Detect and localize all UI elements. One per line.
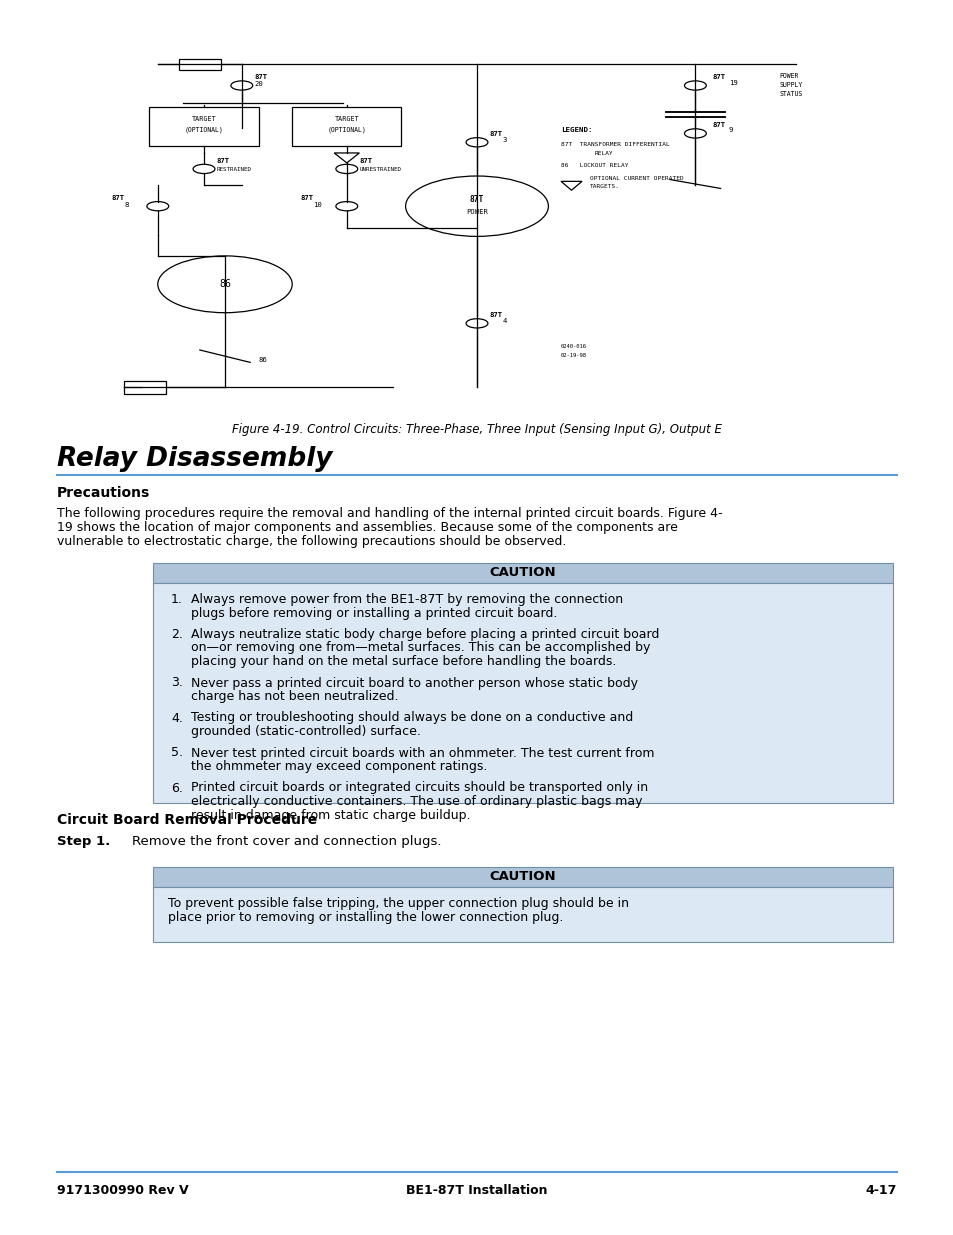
FancyBboxPatch shape (152, 887, 892, 942)
Text: 02-19-98: 02-19-98 (560, 353, 586, 358)
Text: Always remove power from the BE1-87T by removing the connection: Always remove power from the BE1-87T by … (191, 593, 622, 606)
Text: 6.: 6. (171, 782, 183, 794)
Text: RESTRAINED: RESTRAINED (216, 167, 252, 172)
Text: 10: 10 (313, 201, 321, 207)
Text: 8: 8 (124, 201, 129, 207)
Text: grounded (static-controlled) surface.: grounded (static-controlled) surface. (191, 725, 420, 739)
Text: Never pass a printed circuit board to another person whose static body: Never pass a printed circuit board to an… (191, 677, 638, 689)
Text: result in damage from static charge buildup.: result in damage from static charge buil… (191, 809, 470, 821)
Text: TARGET: TARGET (335, 116, 358, 122)
Text: (OPTIONAL): (OPTIONAL) (185, 127, 223, 133)
FancyBboxPatch shape (178, 59, 220, 69)
Text: STATUS: STATUS (779, 91, 801, 98)
Text: BE1-87T Installation: BE1-87T Installation (406, 1184, 547, 1198)
Text: 86: 86 (258, 357, 267, 363)
Text: CAUTION: CAUTION (489, 567, 556, 579)
Text: 87T: 87T (712, 74, 724, 80)
Text: 87T  TRANSFORMER DIFFERENTIAL: 87T TRANSFORMER DIFFERENTIAL (560, 142, 669, 147)
Text: Relay Disassembly: Relay Disassembly (57, 446, 333, 472)
Text: 3: 3 (501, 137, 506, 143)
Text: TARGETS.: TARGETS. (590, 184, 619, 189)
Text: on—or removing one from—metal surfaces. This can be accomplished by: on—or removing one from—metal surfaces. … (191, 641, 650, 655)
Text: the ohmmeter may exceed component ratings.: the ohmmeter may exceed component rating… (191, 760, 487, 773)
Text: 87T: 87T (489, 131, 502, 137)
Text: charge has not been neutralized.: charge has not been neutralized. (191, 690, 398, 703)
Text: 19: 19 (728, 80, 737, 85)
Text: The following procedures require the removal and handling of the internal printe: The following procedures require the rem… (57, 506, 721, 520)
FancyBboxPatch shape (124, 382, 166, 394)
Text: 9171300990 Rev V: 9171300990 Rev V (57, 1184, 189, 1198)
Text: OPTIONAL CURRENT OPERATED: OPTIONAL CURRENT OPERATED (590, 175, 683, 180)
Text: plugs before removing or installing a printed circuit board.: plugs before removing or installing a pr… (191, 606, 557, 620)
Text: 2.: 2. (171, 629, 183, 641)
FancyBboxPatch shape (292, 106, 401, 146)
Text: 19 shows the location of major components and assemblies. Because some of the co: 19 shows the location of major component… (57, 520, 678, 534)
Text: 87T: 87T (359, 158, 372, 164)
Text: 20: 20 (254, 82, 263, 88)
Text: To prevent possible false tripping, the upper connection plug should be in: To prevent possible false tripping, the … (168, 897, 628, 910)
Text: 86: 86 (219, 279, 231, 289)
Text: Circuit Board Removal Procedure: Circuit Board Removal Procedure (57, 813, 317, 827)
Text: (OPTIONAL): (OPTIONAL) (327, 127, 366, 133)
Text: 87T: 87T (712, 122, 724, 128)
Text: TARGET: TARGET (192, 116, 216, 122)
FancyBboxPatch shape (152, 583, 892, 803)
FancyBboxPatch shape (152, 867, 892, 887)
Text: vulnerable to electrostatic charge, the following precautions should be observed: vulnerable to electrostatic charge, the … (57, 535, 566, 547)
Text: Printed circuit boards or integrated circuits should be transported only in: Printed circuit boards or integrated cir… (191, 782, 647, 794)
Text: Never test printed circuit boards with an ohmmeter. The test current from: Never test printed circuit boards with a… (191, 746, 654, 760)
Text: Testing or troubleshooting should always be done on a conductive and: Testing or troubleshooting should always… (191, 711, 633, 725)
Text: 4-17: 4-17 (864, 1184, 896, 1198)
Text: UNRESTRAINED: UNRESTRAINED (359, 167, 401, 172)
Text: Figure 4-19. Control Circuits: Three-Phase, Three Input (Sensing Input G), Outpu: Figure 4-19. Control Circuits: Three-Pha… (232, 422, 721, 436)
Text: POWER: POWER (466, 209, 487, 215)
Text: Remove the front cover and connection plugs.: Remove the front cover and connection pl… (132, 836, 441, 848)
Text: 87T: 87T (216, 158, 230, 164)
Text: 5.: 5. (171, 746, 183, 760)
Text: electrically conductive containers. The use of ordinary plastic bags may: electrically conductive containers. The … (191, 795, 641, 808)
Text: 87T: 87T (470, 195, 483, 204)
Text: place prior to removing or installing the lower connection plug.: place prior to removing or installing th… (168, 911, 563, 924)
Text: placing your hand on the metal surface before handling the boards.: placing your hand on the metal surface b… (191, 655, 616, 668)
Text: Step 1.: Step 1. (57, 836, 111, 848)
Text: Always neutralize static body charge before placing a printed circuit board: Always neutralize static body charge bef… (191, 629, 659, 641)
Text: CAUTION: CAUTION (489, 871, 556, 883)
Text: 3.: 3. (171, 677, 183, 689)
Text: 0240-016: 0240-016 (560, 345, 586, 350)
FancyBboxPatch shape (152, 563, 892, 583)
Text: 1.: 1. (171, 593, 183, 606)
Text: 87T: 87T (489, 312, 502, 317)
Text: RELAY: RELAY (594, 151, 613, 156)
FancyBboxPatch shape (150, 106, 258, 146)
Text: 87T: 87T (300, 195, 314, 201)
Text: POWER: POWER (779, 73, 798, 79)
Text: LEGEND:: LEGEND: (560, 127, 592, 132)
Text: 4: 4 (501, 319, 506, 325)
Text: 9: 9 (728, 127, 733, 133)
Text: 87T: 87T (254, 74, 267, 80)
Text: Precautions: Precautions (57, 487, 150, 500)
Text: 86   LOCKOUT RELAY: 86 LOCKOUT RELAY (560, 163, 628, 168)
Text: 87T: 87T (112, 195, 125, 201)
Text: 4.: 4. (171, 711, 183, 725)
Text: SUPPLY: SUPPLY (779, 83, 801, 88)
